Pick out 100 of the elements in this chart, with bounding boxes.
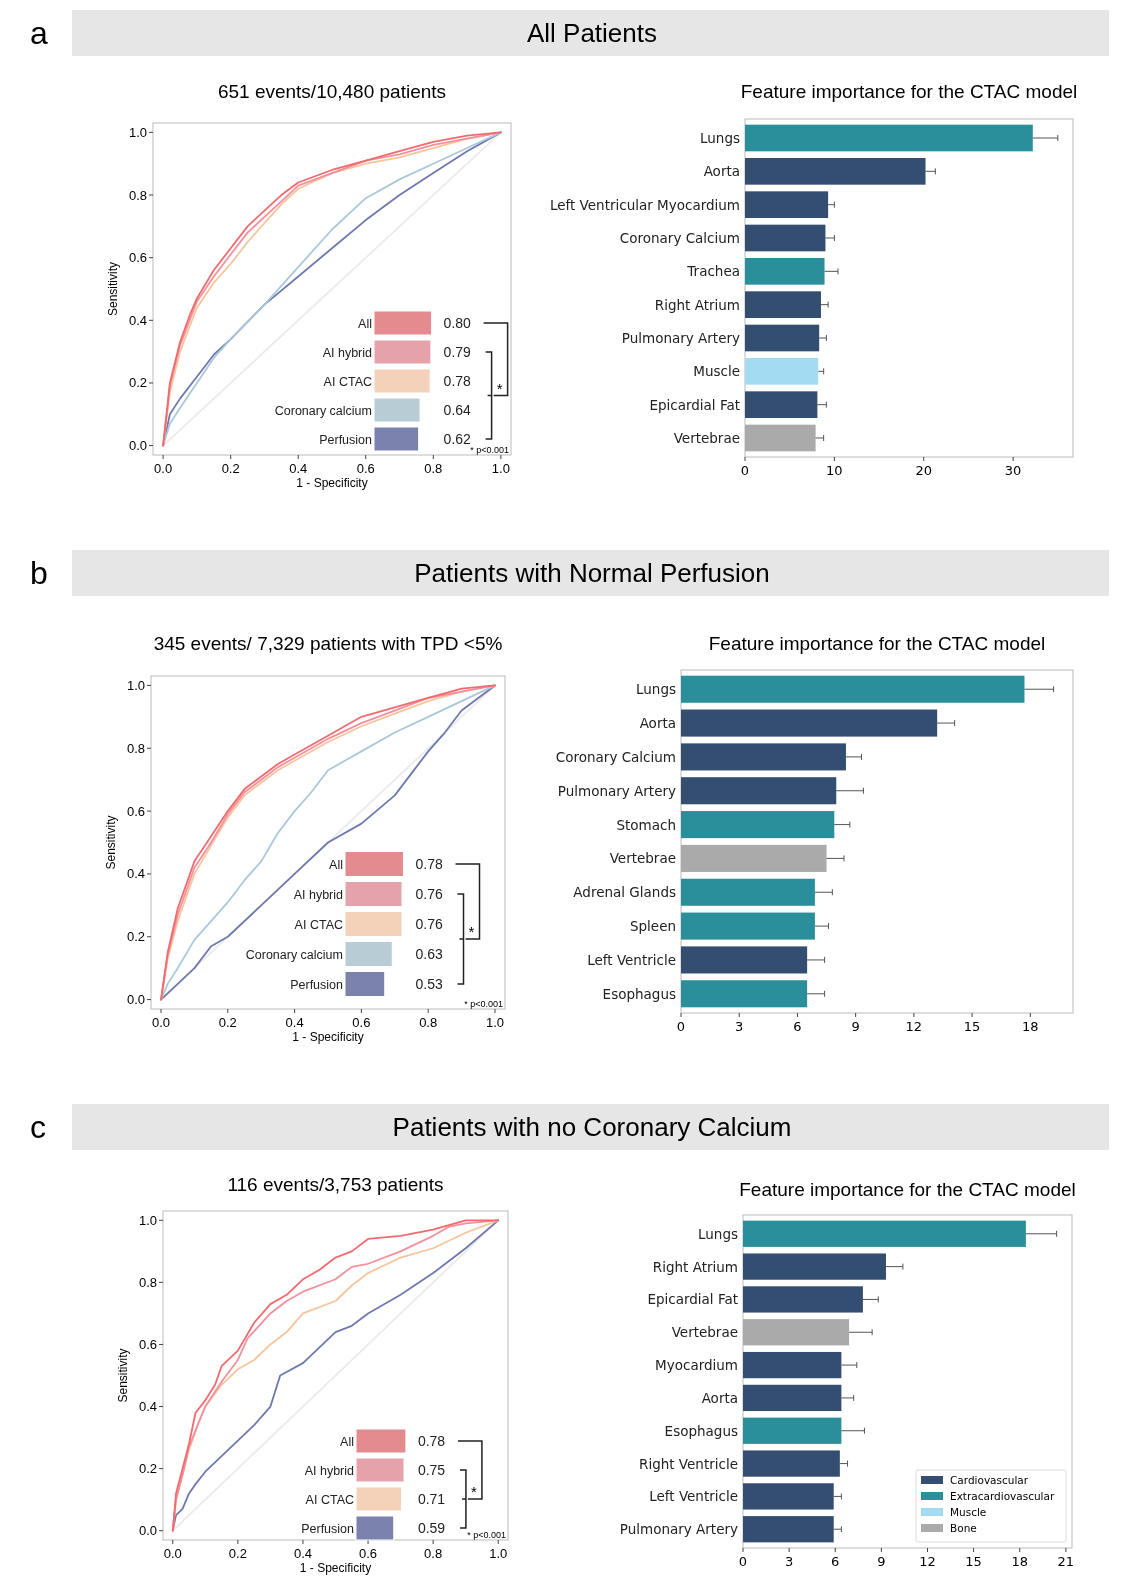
x-axis-title: 1 - Specificity <box>296 476 368 490</box>
y-axis-title: Sensitivity <box>116 1348 130 1403</box>
x-axis-title: 1 - Specificity <box>292 1030 364 1044</box>
x-tick-label: 20 <box>915 463 933 478</box>
x-tick-label: 3 <box>735 1019 744 1034</box>
annotation: * <box>468 923 475 940</box>
text: c <box>30 1109 46 1145</box>
legend-label: Bone <box>950 1522 977 1534</box>
x-tick-label: 0.0 <box>151 1015 171 1030</box>
data-label: 0.78 <box>443 373 472 389</box>
y-tick-label: Coronary calcium <box>274 403 372 418</box>
y-tick-label: All <box>340 1434 354 1449</box>
text: Patients with no Coronary Calcium <box>392 1112 792 1142</box>
y-tick-label: Pulmonary Artery <box>557 782 676 799</box>
y-tick-label: Epicardial Fat <box>647 1291 738 1308</box>
x-tick-label: 0.2 <box>228 1546 247 1561</box>
data-label: 0.64 <box>443 402 472 418</box>
y-tick-label: Right Atrium <box>652 1258 738 1275</box>
chart-title: 345 events/ 7,329 patients with TPD <5% <box>153 633 503 654</box>
annotation: * p<0.001 <box>470 445 509 455</box>
x-tick-label: 9 <box>851 1019 860 1034</box>
x-tick-label: 9 <box>877 1554 886 1569</box>
x-tick-label: 12 <box>919 1554 936 1569</box>
y-tick-label: Aorta <box>701 1389 738 1406</box>
y-tick-label: Adrenal Glands <box>573 884 676 901</box>
y-tick-label: Trachea <box>686 263 740 280</box>
y-tick-label: 0.6 <box>126 803 145 819</box>
annotation: * <box>496 379 503 397</box>
x-tick-label: 0.0 <box>154 461 173 476</box>
x-tick-label: 0.0 <box>163 1546 182 1561</box>
y-tick-label: Left Ventricle <box>649 1488 738 1505</box>
y-axis-title: Sensitivity <box>104 815 118 870</box>
chart-title: Feature importance for the CTAC model <box>739 1179 1076 1200</box>
x-tick-label: 15 <box>965 1554 982 1569</box>
y-tick-label: Pulmonary Artery <box>619 1521 738 1538</box>
y-tick-label: AI CTAC <box>323 374 372 389</box>
x-tick-label: 6 <box>831 1554 840 1569</box>
y-tick-label: Coronary Calcium <box>555 748 676 765</box>
data-label: 0.78 <box>417 1433 446 1449</box>
data-label: 0.80 <box>443 315 472 331</box>
chart-title: Feature importance for the CTAC model <box>708 633 1046 654</box>
y-tick-label: AI CTAC <box>305 1492 354 1507</box>
x-tick-label: 0 <box>740 463 750 478</box>
annotation: * <box>471 1483 477 1500</box>
legend-label: Cardiovascular <box>950 1474 1029 1486</box>
y-tick-label: Perfusion <box>290 977 344 992</box>
x-tick-label: 21 <box>1057 1554 1075 1569</box>
y-tick-label: Perfusion <box>301 1521 355 1536</box>
y-tick-label: 0.0 <box>126 992 145 1008</box>
y-tick-label: Myocardium <box>655 1357 738 1374</box>
y-tick-label: Perfusion <box>319 432 373 447</box>
x-tick-label: 0.2 <box>218 1015 237 1030</box>
x-tick-label: 18 <box>1022 1019 1039 1034</box>
y-tick-label: 0.6 <box>138 1336 157 1352</box>
annotation: * p<0.001 <box>467 1530 506 1540</box>
data-label: 0.71 <box>417 1491 446 1507</box>
x-tick-label: 0 <box>676 1019 686 1034</box>
data-label: 0.76 <box>415 916 443 932</box>
y-tick-label: Vertebrae <box>673 430 740 446</box>
x-tick-label: 0.8 <box>419 1015 438 1030</box>
y-tick-label: Aorta <box>639 715 676 732</box>
y-tick-label: 0.8 <box>138 1274 157 1290</box>
y-tick-label: Coronary calcium <box>245 947 343 962</box>
text: a <box>30 15 48 51</box>
data-label: 0.59 <box>417 1520 446 1536</box>
x-tick-label: 6 <box>793 1019 802 1034</box>
x-tick-label: 30 <box>1004 463 1022 478</box>
y-tick-label: Right Atrium <box>654 296 740 313</box>
y-tick-label: Vertebrae <box>671 1324 738 1341</box>
y-tick-label: Muscle <box>693 363 740 380</box>
y-tick-label: AI hybrid <box>304 1463 355 1478</box>
y-tick-label: 0.4 <box>128 312 147 328</box>
y-tick-label: 0.6 <box>128 250 147 266</box>
y-tick-label: Left Ventricle <box>587 951 676 968</box>
y-tick-label: 0.2 <box>138 1461 157 1477</box>
y-tick-label: 0.0 <box>138 1523 157 1539</box>
y-tick-label: Esophagus <box>602 985 676 1002</box>
legend-label: Muscle <box>950 1506 987 1518</box>
x-tick-label: 1.0 <box>491 461 510 476</box>
text: All Patients <box>526 18 658 48</box>
y-tick-label: Vertebrae <box>609 850 676 867</box>
chart-title: 116 events/3,753 patients <box>227 1174 444 1195</box>
legend-label: Extracardiovascular <box>950 1490 1055 1502</box>
y-tick-label: AI hybrid <box>293 887 344 902</box>
x-tick-label: 0.8 <box>424 461 443 476</box>
y-tick-label: AI hybrid <box>322 345 373 360</box>
y-tick-label: Esophagus <box>664 1422 738 1439</box>
y-tick-label: 1.0 <box>138 1212 157 1228</box>
data-label: 0.63 <box>415 946 443 962</box>
y-tick-label: 0.8 <box>126 740 145 756</box>
y-tick-label: Stomach <box>616 816 676 833</box>
x-axis-title: 1 - Specificity <box>299 1561 372 1575</box>
data-label: 0.62 <box>443 431 472 447</box>
y-tick-label: Lungs <box>698 1225 738 1242</box>
y-tick-label: Coronary Calcium <box>619 230 740 246</box>
y-tick-label: 1.0 <box>126 677 145 693</box>
chart-title: Feature importance for the CTAC model <box>740 81 1078 102</box>
x-tick-label: 3 <box>784 1554 794 1569</box>
x-tick-label: 1.0 <box>489 1546 508 1561</box>
annotation: * p<0.001 <box>464 999 503 1009</box>
